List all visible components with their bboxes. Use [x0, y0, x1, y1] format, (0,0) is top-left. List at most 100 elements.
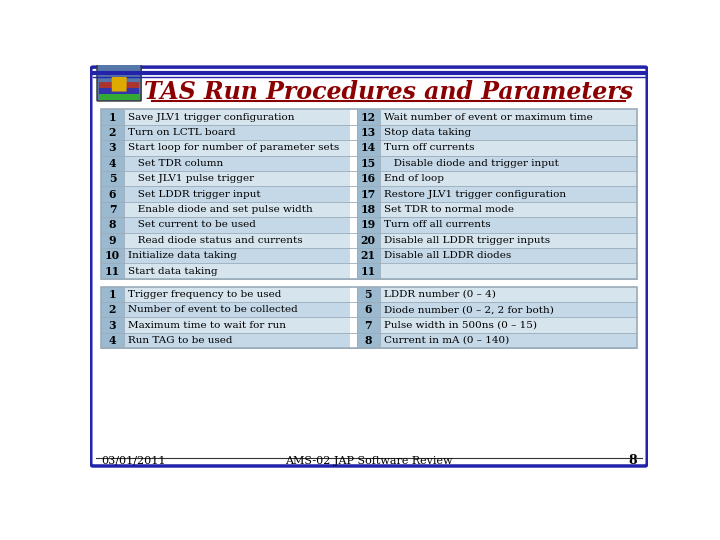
FancyBboxPatch shape	[91, 67, 647, 466]
Bar	[101, 264, 124, 279]
Bar	[101, 248, 351, 264]
Bar	[356, 302, 637, 318]
Bar	[101, 318, 124, 333]
Bar	[356, 202, 637, 217]
Text: 4: 4	[109, 335, 116, 346]
Bar	[101, 264, 351, 279]
Bar	[101, 202, 124, 217]
Text: 2: 2	[109, 127, 116, 138]
Text: 10: 10	[105, 250, 120, 261]
Text: 03/01/2011: 03/01/2011	[101, 456, 166, 465]
Bar	[356, 110, 380, 125]
Bar	[101, 217, 351, 233]
Text: 18: 18	[361, 204, 376, 215]
Text: Turn on LCTL board: Turn on LCTL board	[128, 128, 235, 137]
Bar	[356, 287, 637, 302]
Bar	[356, 318, 637, 333]
Bar	[356, 217, 380, 233]
Text: TAS Run Procedures and Parameters: TAS Run Procedures and Parameters	[144, 80, 633, 104]
Text: 5: 5	[364, 289, 372, 300]
Text: Set TDR column: Set TDR column	[128, 159, 223, 168]
Bar	[356, 171, 380, 186]
Text: Start data taking: Start data taking	[128, 267, 217, 275]
Text: 9: 9	[109, 235, 116, 246]
Text: Diode number (0 – 2, 2 for both): Diode number (0 – 2, 2 for both)	[384, 305, 554, 314]
Bar	[101, 125, 124, 140]
Bar	[356, 140, 637, 156]
Text: Maximum time to wait for run: Maximum time to wait for run	[128, 321, 286, 329]
Text: Initialize data taking: Initialize data taking	[128, 251, 237, 260]
Text: 13: 13	[361, 127, 376, 138]
Bar	[356, 171, 637, 186]
Bar	[101, 110, 124, 125]
Text: 19: 19	[361, 219, 376, 231]
Bar	[99, 88, 139, 94]
Text: 1: 1	[109, 289, 117, 300]
Bar	[356, 248, 637, 264]
Text: 2: 2	[109, 304, 116, 315]
Text: Current in mA (0 – 140): Current in mA (0 – 140)	[384, 336, 509, 345]
Bar	[101, 217, 124, 233]
Text: 6: 6	[364, 304, 372, 315]
Bar	[101, 302, 124, 318]
Bar	[356, 233, 637, 248]
Text: Save JLV1 trigger configuration: Save JLV1 trigger configuration	[128, 113, 294, 122]
Text: ■: ■	[109, 73, 128, 92]
Bar	[101, 125, 351, 140]
Text: 12: 12	[361, 112, 376, 123]
Text: End of loop: End of loop	[384, 174, 444, 183]
Text: 1: 1	[109, 112, 117, 123]
Text: 17: 17	[361, 188, 376, 200]
Bar	[99, 82, 139, 88]
Bar	[101, 110, 637, 279]
Text: 8: 8	[364, 335, 372, 346]
Bar	[101, 333, 351, 348]
Text: Turn off all currents: Turn off all currents	[384, 220, 490, 230]
Text: 6: 6	[109, 188, 116, 200]
Text: 11: 11	[105, 266, 120, 276]
Bar	[356, 125, 637, 140]
Bar	[356, 318, 380, 333]
Bar	[101, 333, 124, 348]
Text: Pulse width in 500ns (0 – 15): Pulse width in 500ns (0 – 15)	[384, 321, 536, 329]
Bar	[101, 302, 351, 318]
Bar	[356, 125, 380, 140]
Bar	[101, 202, 351, 217]
Bar	[356, 186, 637, 202]
Text: Restore JLV1 trigger configuration: Restore JLV1 trigger configuration	[384, 190, 566, 199]
Bar	[356, 264, 380, 279]
Text: 16: 16	[361, 173, 376, 184]
Bar	[356, 186, 380, 202]
Text: 8: 8	[109, 219, 116, 231]
Bar	[101, 318, 351, 333]
Bar	[356, 287, 380, 302]
Text: 20: 20	[361, 235, 376, 246]
Text: Run TAG to be used: Run TAG to be used	[128, 336, 233, 345]
Bar	[356, 217, 637, 233]
Text: 5: 5	[109, 173, 117, 184]
Text: Set current to be used: Set current to be used	[128, 220, 256, 230]
Bar	[101, 248, 124, 264]
Text: 11: 11	[361, 266, 376, 276]
Text: Disable diode and trigger input: Disable diode and trigger input	[384, 159, 559, 168]
Bar	[99, 94, 139, 100]
Bar	[356, 264, 637, 279]
Bar	[101, 171, 124, 186]
Text: 3: 3	[109, 320, 117, 330]
Text: 4: 4	[109, 158, 116, 169]
Bar	[101, 140, 124, 156]
Bar	[356, 302, 380, 318]
Text: Set JLV1 pulse trigger: Set JLV1 pulse trigger	[128, 174, 254, 183]
Bar	[101, 140, 351, 156]
Text: Turn off currents: Turn off currents	[384, 144, 474, 152]
Bar	[101, 156, 124, 171]
Text: AMS-02 JAP Software Review: AMS-02 JAP Software Review	[285, 456, 453, 465]
Bar	[101, 287, 351, 302]
Bar	[101, 287, 637, 348]
FancyBboxPatch shape	[97, 64, 141, 101]
Bar	[356, 333, 380, 348]
Bar	[101, 110, 351, 125]
Text: Start loop for number of parameter sets: Start loop for number of parameter sets	[128, 144, 339, 152]
Text: Read diode status and currents: Read diode status and currents	[128, 236, 302, 245]
Text: 21: 21	[361, 250, 376, 261]
